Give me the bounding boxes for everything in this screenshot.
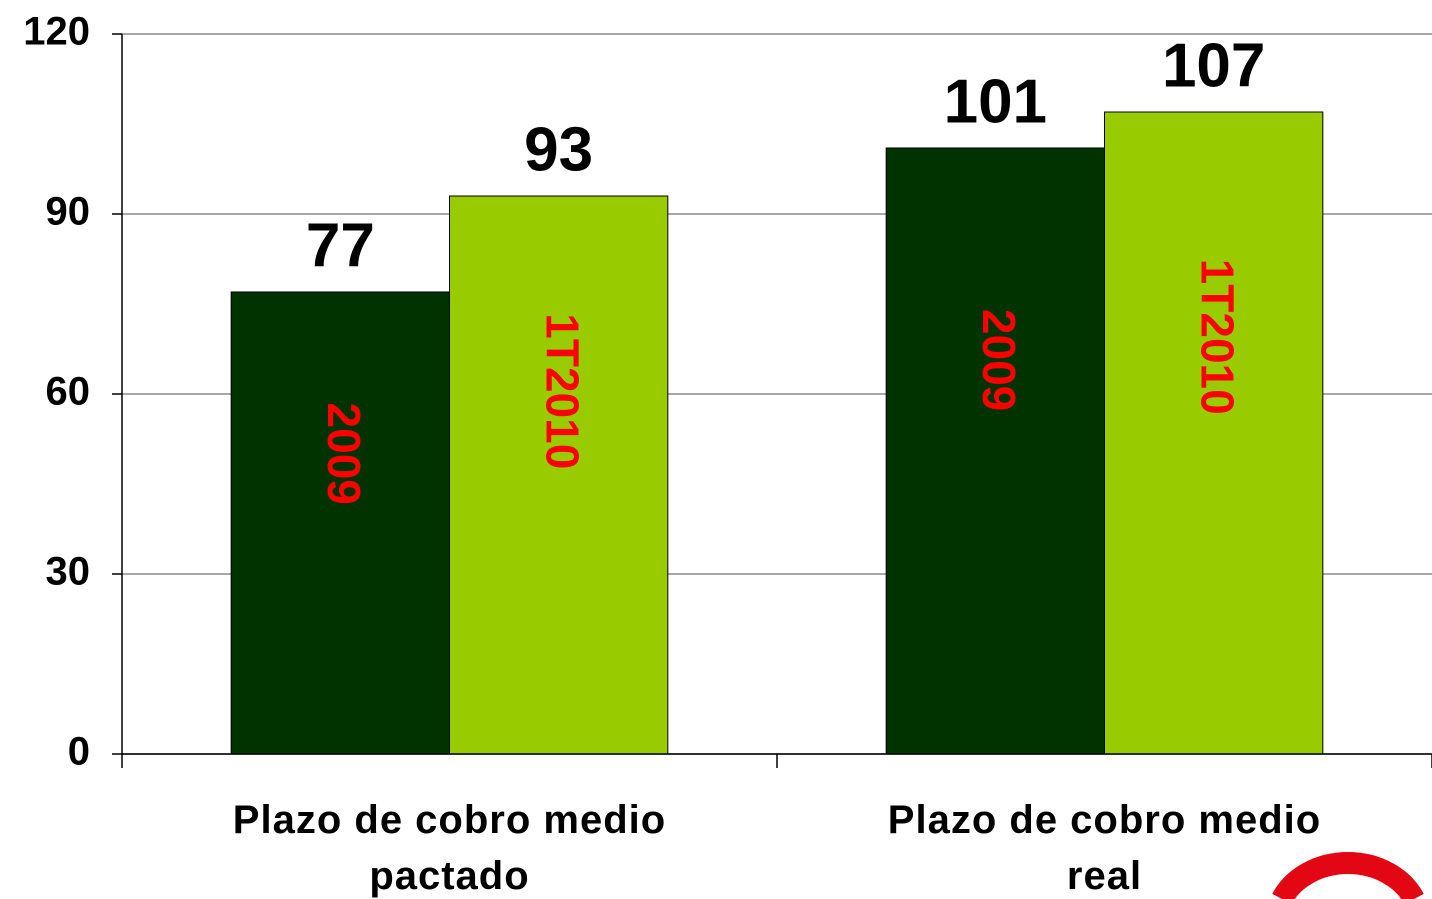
y-tick-label: 120 (23, 10, 90, 54)
series-label: 2009 (318, 403, 370, 505)
series-label: 2009 (973, 309, 1025, 411)
x-tick-label: Plazo de cobro medio real (887, 798, 1322, 898)
data-label: 101 (944, 67, 1047, 136)
data-label: 107 (1162, 31, 1265, 100)
y-tick-label: 90 (46, 190, 91, 234)
series-label: 1T2010 (1192, 259, 1244, 415)
y-tick-label: 30 (46, 550, 91, 594)
series-label: 1T2010 (537, 313, 589, 469)
y-tick-label: 0 (68, 730, 90, 774)
x-tick-label: Plazo de cobro medio pactado (232, 798, 667, 898)
bar (230, 291, 450, 755)
bar (1104, 111, 1324, 755)
logo (1272, 851, 1424, 899)
bar (885, 147, 1106, 755)
y-tick-label: 60 (46, 370, 91, 414)
bar (449, 195, 669, 755)
data-label: 77 (306, 211, 375, 280)
data-label: 93 (524, 115, 593, 184)
